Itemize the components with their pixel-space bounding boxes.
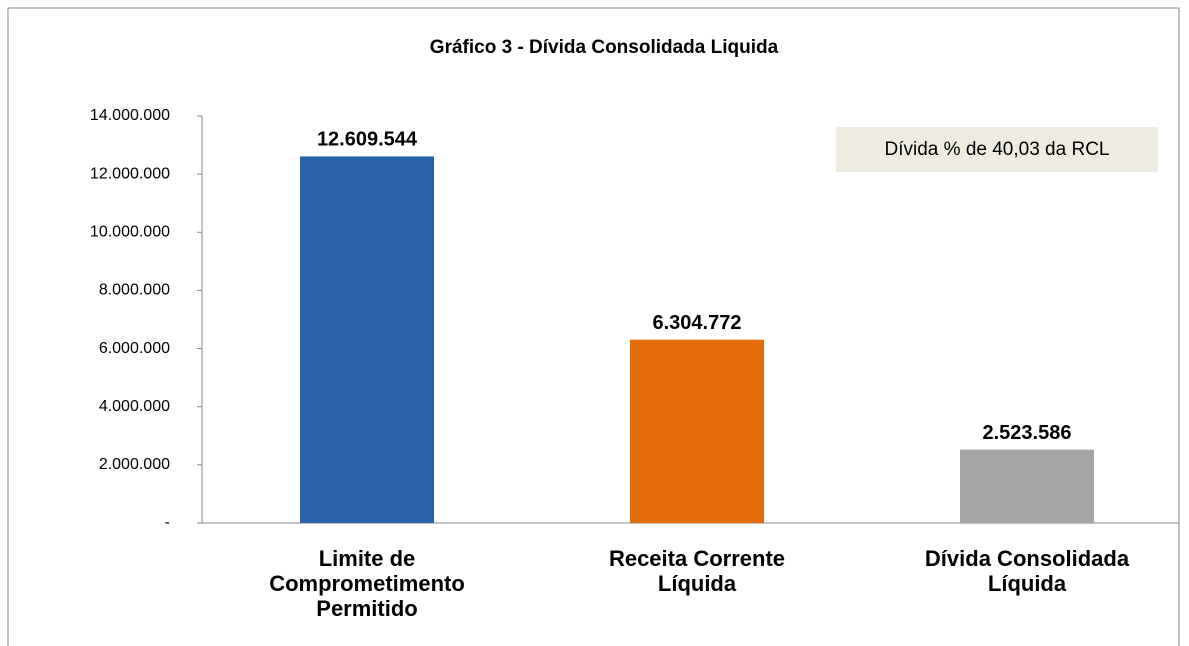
x-tick-label: Receita Corrente Líquida [608, 546, 786, 596]
y-tick-label: 2.000.000 [99, 456, 170, 473]
chart-title: Gráfico 3 - Dívida Consolidada Liquida [430, 37, 779, 58]
y-tick-label: 10.000.000 [90, 224, 170, 241]
chart-frame [7, 7, 1180, 646]
x-tick-label: Dívida Consolidada Líquida [924, 546, 1130, 596]
y-tick-label: 4.000.000 [99, 398, 170, 415]
y-tick-label: - [165, 514, 170, 531]
data-label: 12.609.544 [317, 129, 418, 151]
y-tick-label: 14.000.000 [90, 107, 170, 124]
annotation-box [836, 127, 1158, 172]
bar [960, 449, 1094, 523]
y-tick-label: 12.000.000 [90, 165, 170, 182]
y-tick-label: 6.000.000 [99, 340, 170, 357]
bar [630, 339, 764, 523]
x-tick-label: Limite de Comprometimento Permitido [269, 546, 465, 621]
data-label: 6.304.772 [653, 312, 742, 334]
bar [300, 156, 434, 523]
data-label: 2.523.586 [983, 422, 1072, 444]
y-tick-label: 8.000.000 [99, 282, 170, 299]
annotation: Dívida % de 40,03 da RCL [885, 139, 1110, 160]
